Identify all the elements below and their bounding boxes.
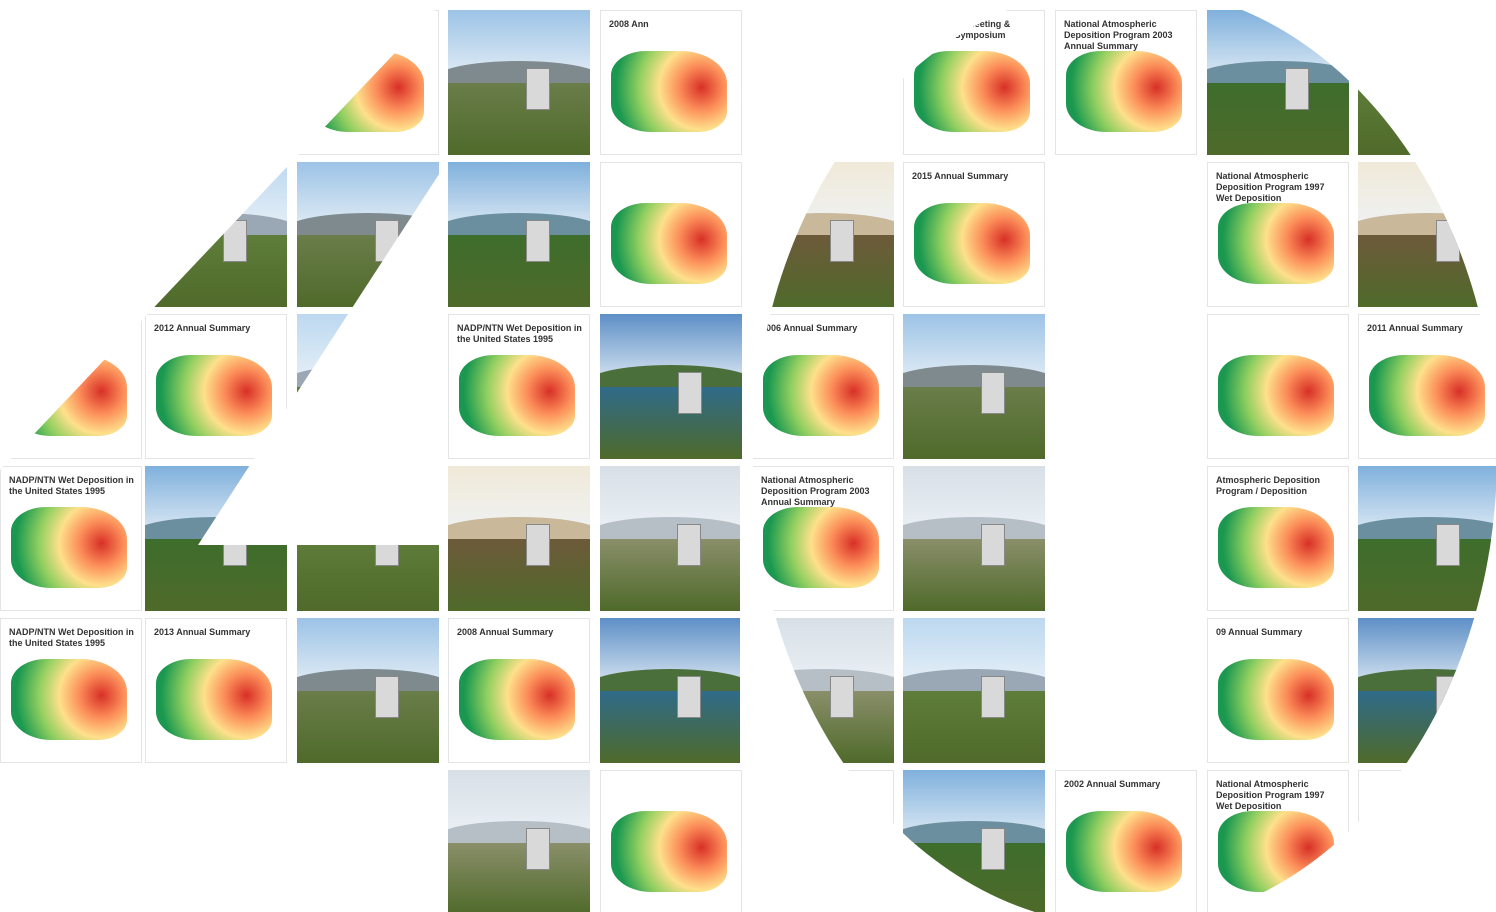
cutouts [0,0,1496,912]
four-inner-cut [198,165,445,545]
collage: 2008 Ann2012 Annual SummaryNADP/NTN Wet … [0,0,1496,912]
